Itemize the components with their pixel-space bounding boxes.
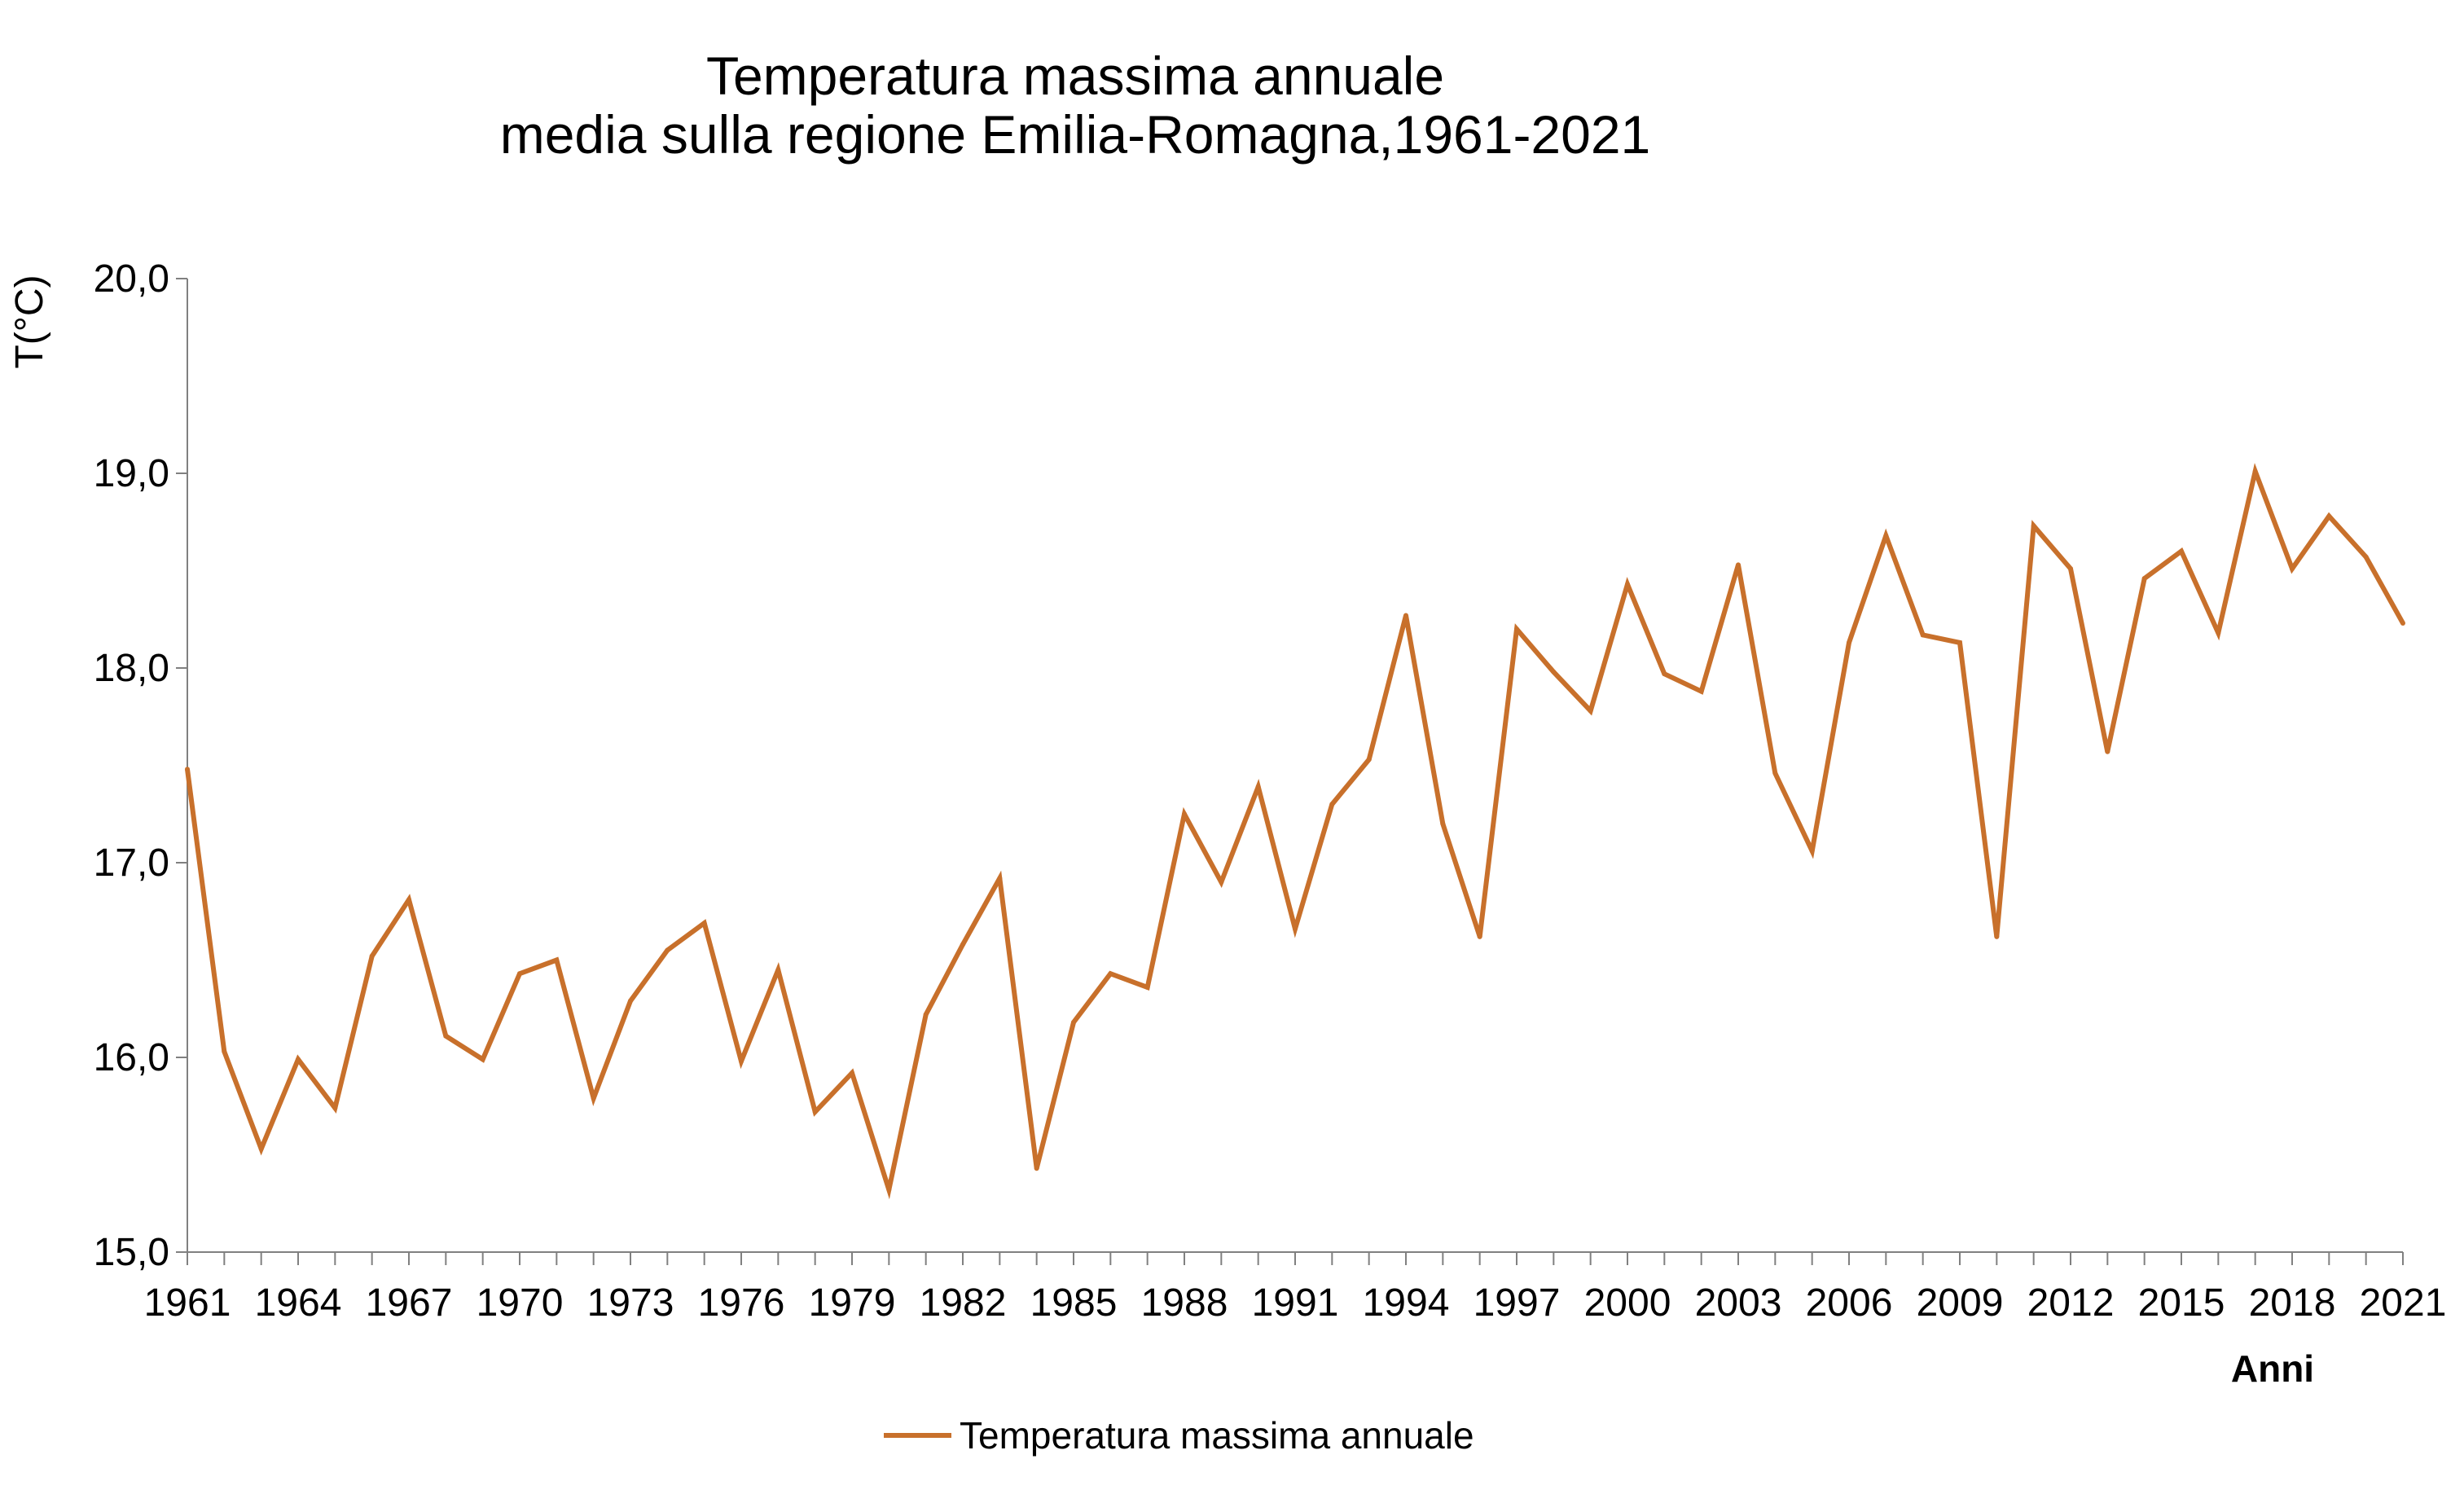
data-point (1514, 626, 1519, 632)
data-point (739, 1058, 744, 1064)
data-point (2031, 523, 2036, 529)
data-point (1255, 784, 1261, 789)
legend-label: Temperatura massima annuale (960, 1414, 1474, 1457)
y-tick-label: 15,0 (94, 1231, 169, 1274)
y-tick-label: 16,0 (94, 1036, 169, 1079)
data-point (628, 998, 633, 1004)
data-point (1182, 811, 1187, 817)
data-point (1957, 639, 1962, 645)
data-point (591, 1096, 596, 1101)
data-point (369, 953, 375, 959)
series-layer (185, 463, 2405, 1200)
data-point (960, 942, 965, 947)
x-tick-label: 2012 (2027, 1281, 2115, 1325)
data-point (1477, 934, 1482, 939)
data-point (1551, 669, 1557, 675)
data-point (1329, 802, 1335, 807)
data-point (850, 1070, 854, 1076)
data-point (2363, 554, 2369, 560)
x-tick-label: 2018 (2249, 1281, 2336, 1325)
data-point (665, 947, 670, 953)
y-axis-title: T(°C) (8, 275, 51, 368)
data-point (2400, 621, 2405, 626)
data-point (258, 1146, 264, 1152)
chart-title: Temperatura massima annuale (705, 46, 1445, 106)
y-tick-label: 20,0 (94, 257, 169, 301)
x-tick-label: 1967 (366, 1281, 453, 1325)
data-point (1144, 984, 1150, 990)
y-axis: 15,0 16,0 17,0 18,0 19,0 20,0 (94, 257, 188, 1274)
data-point (185, 767, 190, 772)
chart-subtitle: media sulla regione Emilia-Romagna,1961-… (499, 104, 1651, 165)
data-point (1662, 671, 1667, 677)
x-tick-label: 1979 (809, 1281, 896, 1325)
data-point (2216, 630, 2221, 635)
data-point (2105, 749, 2110, 754)
data-point (2141, 576, 2147, 582)
data-point (1588, 708, 1593, 714)
data-point (1847, 639, 1851, 645)
x-tick-label: 1961 (144, 1281, 231, 1325)
data-point (1883, 533, 1889, 538)
x-tick-label: 1997 (1474, 1281, 1561, 1325)
x-tick-label: 2015 (2138, 1281, 2225, 1325)
data-point (443, 1033, 449, 1039)
legend: Temperatura massima annuale (884, 1414, 1474, 1457)
data-point (2326, 513, 2332, 519)
x-tick-label: 1988 (1141, 1281, 1228, 1325)
x-tick-label: 2000 (1584, 1281, 1671, 1325)
y-tick-label: 17,0 (94, 842, 169, 885)
x-axis-title: Anni (2231, 1347, 2314, 1390)
data-point (517, 971, 522, 977)
x-tick-label: 2003 (1695, 1281, 1782, 1325)
data-point (1920, 632, 1926, 638)
data-point (1994, 934, 2000, 939)
data-point (2068, 566, 2073, 572)
data-point (1736, 562, 1741, 568)
data-point (1366, 757, 1372, 762)
data-point (1625, 582, 1630, 587)
x-tick-label: 1985 (1030, 1281, 1118, 1325)
data-point (1108, 971, 1113, 977)
data-point (554, 957, 560, 963)
y-tick-label: 18,0 (94, 647, 169, 690)
series-line (185, 463, 2405, 1200)
data-point (296, 1057, 301, 1062)
x-tick-label: 1994 (1363, 1281, 1450, 1325)
data-point (406, 897, 411, 903)
data-point (480, 1057, 485, 1062)
data-point (701, 921, 707, 926)
data-point (222, 1048, 227, 1054)
x-axis: 1961 1964 1967 1970 1973 1976 1979 1982 1985 1988… (144, 1251, 2447, 1325)
data-point (1034, 1166, 1039, 1171)
x-tick-label: 1976 (698, 1281, 785, 1325)
data-point (1071, 1019, 1076, 1025)
x-tick-label: 1982 (920, 1281, 1007, 1325)
data-point (1809, 848, 1815, 854)
data-point (812, 1109, 818, 1114)
data-point (2252, 468, 2258, 474)
x-tick-label: 1991 (1252, 1281, 1339, 1325)
data-point (332, 1105, 338, 1111)
data-point (775, 967, 781, 973)
data-point (923, 1012, 929, 1017)
data-point (1440, 821, 1446, 827)
x-tick-label: 1964 (255, 1281, 342, 1325)
x-tick-label: 2006 (1806, 1281, 1893, 1325)
data-point (997, 876, 1003, 881)
y-tick-label: 19,0 (94, 452, 169, 495)
data-point (1219, 879, 1224, 885)
data-point (2179, 548, 2184, 554)
data-point (1772, 771, 1778, 776)
data-point (1403, 613, 1408, 618)
data-point (886, 1187, 892, 1193)
data-point (1293, 926, 1298, 932)
x-tick-label: 1973 (587, 1281, 674, 1325)
data-point (2290, 566, 2295, 572)
data-point (1698, 688, 1704, 694)
x-tick-label: 2021 (2360, 1281, 2447, 1325)
x-tick-label: 1970 (477, 1281, 564, 1325)
x-tick-label: 2009 (1917, 1281, 2004, 1325)
